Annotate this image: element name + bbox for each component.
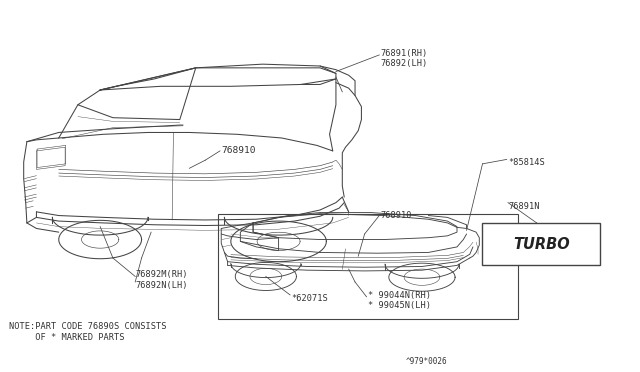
Text: 76891(RH)
76892(LH): 76891(RH) 76892(LH) bbox=[381, 49, 428, 68]
Text: 768910: 768910 bbox=[221, 147, 256, 155]
Text: 768910: 768910 bbox=[381, 211, 412, 220]
Text: *62071S: *62071S bbox=[291, 294, 328, 303]
Text: TURBO: TURBO bbox=[513, 237, 570, 251]
Text: 76891N: 76891N bbox=[508, 202, 540, 211]
Text: ^979*0026: ^979*0026 bbox=[406, 357, 447, 366]
Bar bbox=[483, 223, 600, 265]
Text: * 99044N(RH)
* 99045N(LH): * 99044N(RH) * 99045N(LH) bbox=[368, 291, 431, 310]
Text: NOTE:PART CODE 76890S CONSISTS
     OF * MARKED PARTS: NOTE:PART CODE 76890S CONSISTS OF * MARK… bbox=[9, 322, 166, 341]
Text: *85814S: *85814S bbox=[508, 157, 545, 167]
Text: 76892M(RH)
76892N(LH): 76892M(RH) 76892N(LH) bbox=[135, 270, 188, 290]
Bar bbox=[218, 214, 518, 319]
